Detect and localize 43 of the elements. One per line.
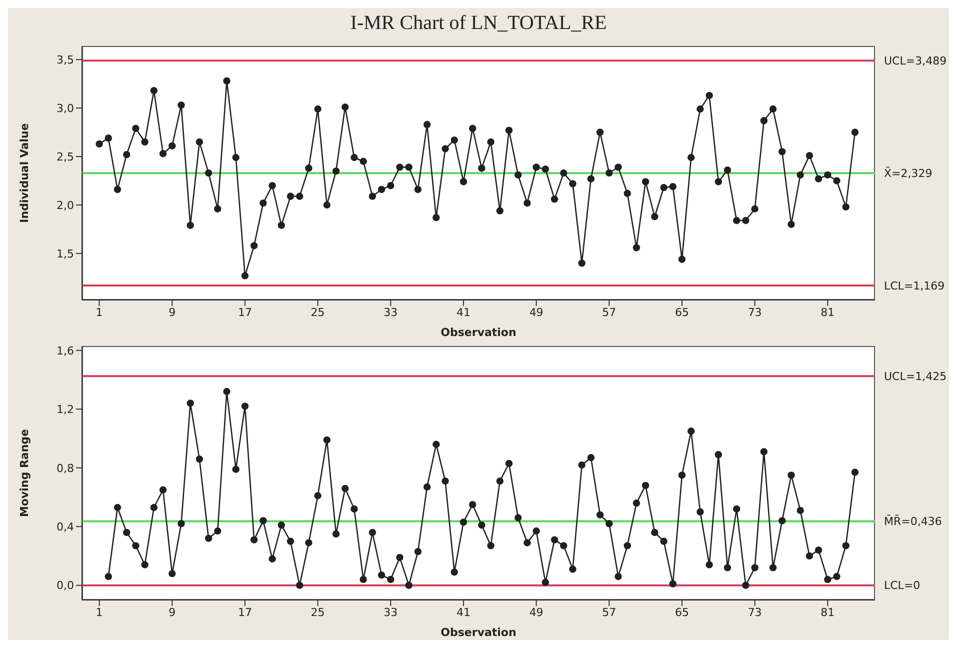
x-tick-label: 65 — [674, 306, 689, 319]
y-tick-label: 2,5 — [56, 150, 74, 164]
y-axis-title: Individual Value — [18, 123, 31, 223]
ref-line-label: X̄=2,329 — [884, 166, 932, 180]
x-tick-label: 57 — [602, 306, 616, 319]
x-axis-title: Observation — [440, 626, 516, 639]
ref-line-label: M̄R̄=0,436 — [884, 514, 942, 528]
x-tick-label: 9 — [168, 306, 176, 319]
x-tick-label: 17 — [238, 306, 252, 319]
ref-line-label: LCL=1,169 — [884, 279, 945, 292]
y-tick-label: 3,5 — [56, 53, 74, 66]
y-tick-label: 0,8 — [56, 462, 74, 475]
x-tick-label: 41 — [456, 306, 470, 319]
x-tick-label: 25 — [310, 306, 325, 319]
x-tick-label: 49 — [529, 306, 544, 319]
x-tick-label: 33 — [384, 306, 398, 319]
x-tick-label: 41 — [456, 606, 470, 619]
x-axis-title: Observation — [440, 326, 516, 339]
y-tick-label: 2,0 — [56, 198, 74, 212]
y-tick-label: 1,2 — [56, 403, 74, 416]
ref-line-label: LCL=0 — [884, 579, 920, 592]
x-tick-label: 9 — [168, 606, 176, 619]
x-tick-label: 49 — [529, 606, 544, 619]
y-tick-label: 1,5 — [56, 247, 74, 260]
x-tick-label: 81 — [820, 606, 835, 619]
x-tick-label: 81 — [820, 306, 835, 319]
x-tick-label: 25 — [310, 606, 325, 619]
ref-line-label: UCL=3,489 — [884, 54, 947, 68]
ref-line-label: UCL=1,425 — [884, 370, 947, 384]
x-tick-label: 33 — [384, 606, 398, 619]
x-tick-label: 65 — [674, 606, 689, 619]
x-tick-label: 1 — [96, 306, 103, 319]
x-tick-label: 1 — [96, 606, 103, 619]
y-tick-label: 0,0 — [56, 579, 74, 592]
x-tick-label: 57 — [602, 606, 616, 619]
y-tick-label: 3,0 — [56, 102, 74, 115]
y-tick-label: 0,4 — [56, 520, 74, 534]
chart-title: I-MR Chart of LN_TOTAL_RE — [349, 12, 608, 36]
y-axis-title: Moving Range — [18, 428, 31, 518]
x-tick-label: 73 — [748, 306, 762, 319]
y-tick-label: 1,6 — [56, 344, 74, 358]
x-tick-label: 73 — [748, 606, 762, 619]
x-tick-label: 17 — [238, 606, 252, 619]
